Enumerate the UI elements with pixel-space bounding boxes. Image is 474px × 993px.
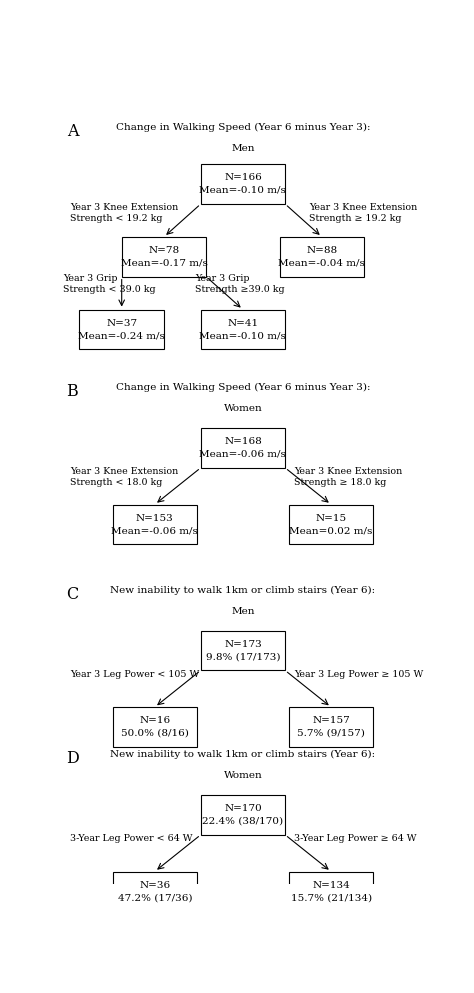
FancyBboxPatch shape [201,428,285,468]
FancyBboxPatch shape [201,631,285,670]
Text: N=166
Mean=-0.10 m/s: N=166 Mean=-0.10 m/s [200,174,286,195]
FancyBboxPatch shape [289,707,374,747]
Text: N=78
Mean=-0.17 m/s: N=78 Mean=-0.17 m/s [120,246,208,267]
Text: N=157
5.7% (9/157): N=157 5.7% (9/157) [297,716,365,738]
Text: Change in Walking Speed (Year 6 minus Year 3):: Change in Walking Speed (Year 6 minus Ye… [116,383,370,392]
FancyBboxPatch shape [201,795,285,835]
Text: Men: Men [231,607,255,616]
Text: Year 3 Grip
Strength < 39.0 kg: Year 3 Grip Strength < 39.0 kg [63,274,155,294]
Text: B: B [66,383,78,400]
Text: N=37
Mean=-0.24 m/s: N=37 Mean=-0.24 m/s [78,319,165,341]
Text: D: D [66,750,79,767]
Text: Year 3 Leg Power < 105 W: Year 3 Leg Power < 105 W [70,669,200,678]
FancyBboxPatch shape [289,872,374,912]
Text: C: C [66,586,79,603]
FancyBboxPatch shape [201,164,285,204]
Text: N=168
Mean=-0.06 m/s: N=168 Mean=-0.06 m/s [200,437,286,459]
Text: Year 3 Leg Power ≥ 105 W: Year 3 Leg Power ≥ 105 W [294,669,424,678]
Text: N=173
9.8% (17/173): N=173 9.8% (17/173) [206,639,280,661]
Text: N=15
Mean=0.02 m/s: N=15 Mean=0.02 m/s [290,513,373,535]
FancyBboxPatch shape [280,237,364,277]
Text: Year 3 Knee Extension
Strength ≥ 19.2 kg: Year 3 Knee Extension Strength ≥ 19.2 kg [309,204,417,223]
Text: A: A [66,123,78,140]
Text: Change in Walking Speed (Year 6 minus Year 3):: Change in Walking Speed (Year 6 minus Ye… [116,123,370,132]
Text: N=170
22.4% (38/170): N=170 22.4% (38/170) [202,804,283,826]
Text: Women: Women [224,772,262,780]
Text: N=153
Mean=-0.06 m/s: N=153 Mean=-0.06 m/s [111,513,198,535]
FancyBboxPatch shape [289,504,374,544]
FancyBboxPatch shape [80,310,164,350]
Text: New inability to walk 1km or climb stairs (Year 6):: New inability to walk 1km or climb stair… [110,586,375,595]
Text: Men: Men [231,144,255,153]
Text: N=88
Mean=-0.04 m/s: N=88 Mean=-0.04 m/s [278,246,365,267]
Text: Year 3 Knee Extension
Strength < 19.2 kg: Year 3 Knee Extension Strength < 19.2 kg [70,204,179,223]
Text: New inability to walk 1km or climb stairs (Year 6):: New inability to walk 1km or climb stair… [110,750,375,759]
Text: 3-Year Leg Power < 64 W: 3-Year Leg Power < 64 W [70,834,193,843]
Text: N=41
Mean=-0.10 m/s: N=41 Mean=-0.10 m/s [200,319,286,341]
FancyBboxPatch shape [112,707,197,747]
Text: Year 3 Grip
Strength ≥39.0 kg: Year 3 Grip Strength ≥39.0 kg [195,274,285,294]
Text: Women: Women [224,404,262,413]
FancyBboxPatch shape [112,504,197,544]
FancyBboxPatch shape [122,237,206,277]
Text: N=16
50.0% (8/16): N=16 50.0% (8/16) [121,716,189,738]
Text: Year 3 Knee Extension
Strength < 18.0 kg: Year 3 Knee Extension Strength < 18.0 kg [70,467,179,488]
Text: N=36
47.2% (17/36): N=36 47.2% (17/36) [118,881,192,903]
FancyBboxPatch shape [201,310,285,350]
Text: 3-Year Leg Power ≥ 64 W: 3-Year Leg Power ≥ 64 W [294,834,417,843]
Text: Year 3 Knee Extension
Strength ≥ 18.0 kg: Year 3 Knee Extension Strength ≥ 18.0 kg [294,467,402,488]
FancyBboxPatch shape [112,872,197,912]
Text: N=134
15.7% (21/134): N=134 15.7% (21/134) [291,881,372,903]
